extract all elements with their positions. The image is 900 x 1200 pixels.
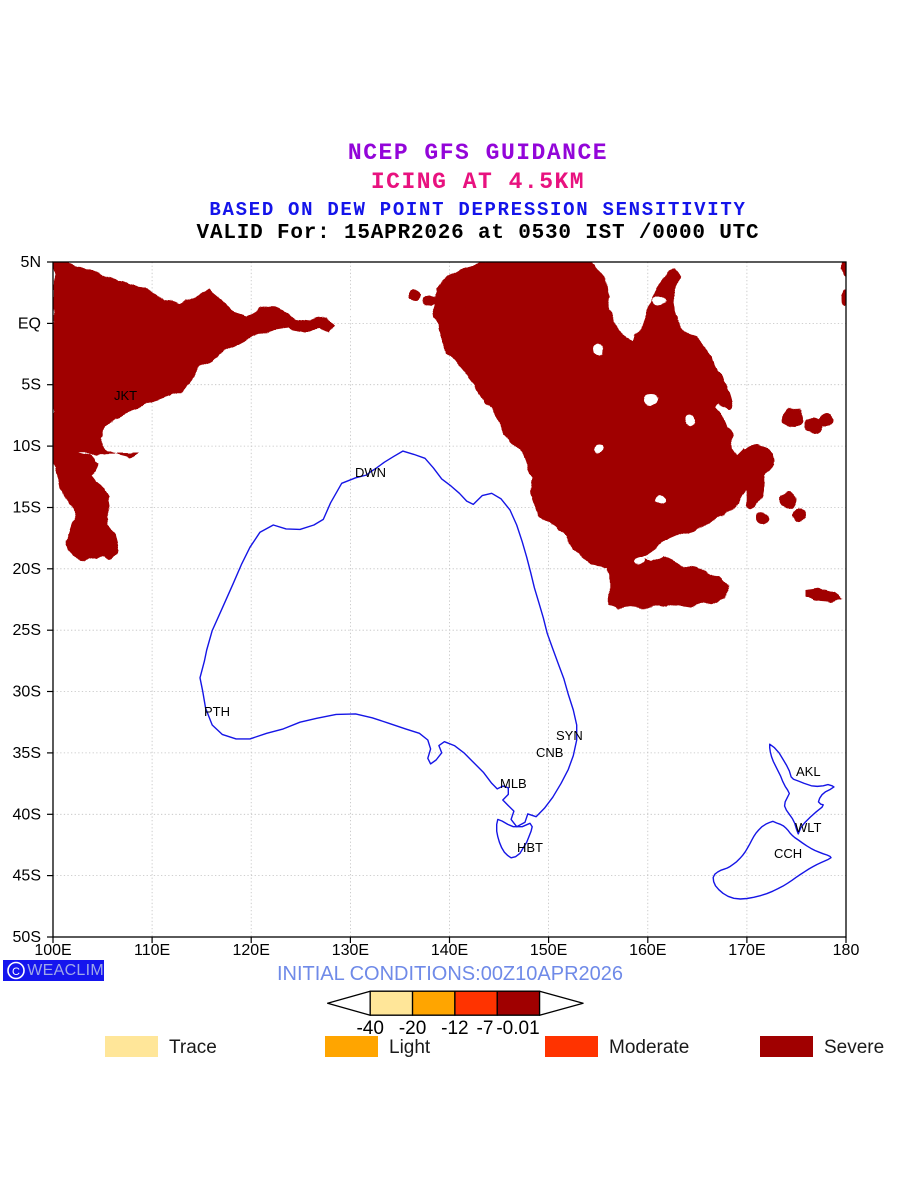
svg-text:140E: 140E — [431, 942, 468, 959]
svg-text:MLB: MLB — [500, 776, 527, 791]
svg-text:40S: 40S — [13, 806, 41, 823]
svg-text:160E: 160E — [629, 942, 666, 959]
svg-text:CNB: CNB — [536, 745, 563, 760]
svg-text:30S: 30S — [13, 684, 41, 701]
svg-text:110E: 110E — [134, 942, 170, 959]
svg-text:120E: 120E — [233, 942, 270, 959]
svg-text:170E: 170E — [728, 942, 765, 959]
svg-text:5S: 5S — [21, 377, 41, 394]
svg-text:PTH: PTH — [204, 704, 230, 719]
svg-text:25S: 25S — [13, 622, 41, 639]
svg-text:35S: 35S — [13, 745, 41, 762]
svg-text:15S: 15S — [13, 500, 41, 517]
svg-text:CCH: CCH — [774, 846, 802, 861]
svg-text:130E: 130E — [332, 942, 369, 959]
svg-text:20S: 20S — [13, 561, 41, 578]
svg-text:50S: 50S — [13, 929, 41, 946]
svg-text:150E: 150E — [530, 942, 567, 959]
svg-text:180: 180 — [833, 942, 860, 959]
svg-text:10S: 10S — [13, 438, 41, 455]
svg-text:AKL: AKL — [796, 764, 821, 779]
svg-text:45S: 45S — [13, 868, 41, 885]
svg-text:WLT: WLT — [795, 820, 822, 835]
svg-text:HBT: HBT — [517, 840, 543, 855]
svg-text:JKT: JKT — [114, 388, 137, 403]
svg-text:EQ: EQ — [18, 315, 41, 332]
svg-text:SYN: SYN — [556, 728, 583, 743]
svg-text:DWN: DWN — [355, 465, 386, 480]
svg-text:5N: 5N — [21, 254, 41, 271]
